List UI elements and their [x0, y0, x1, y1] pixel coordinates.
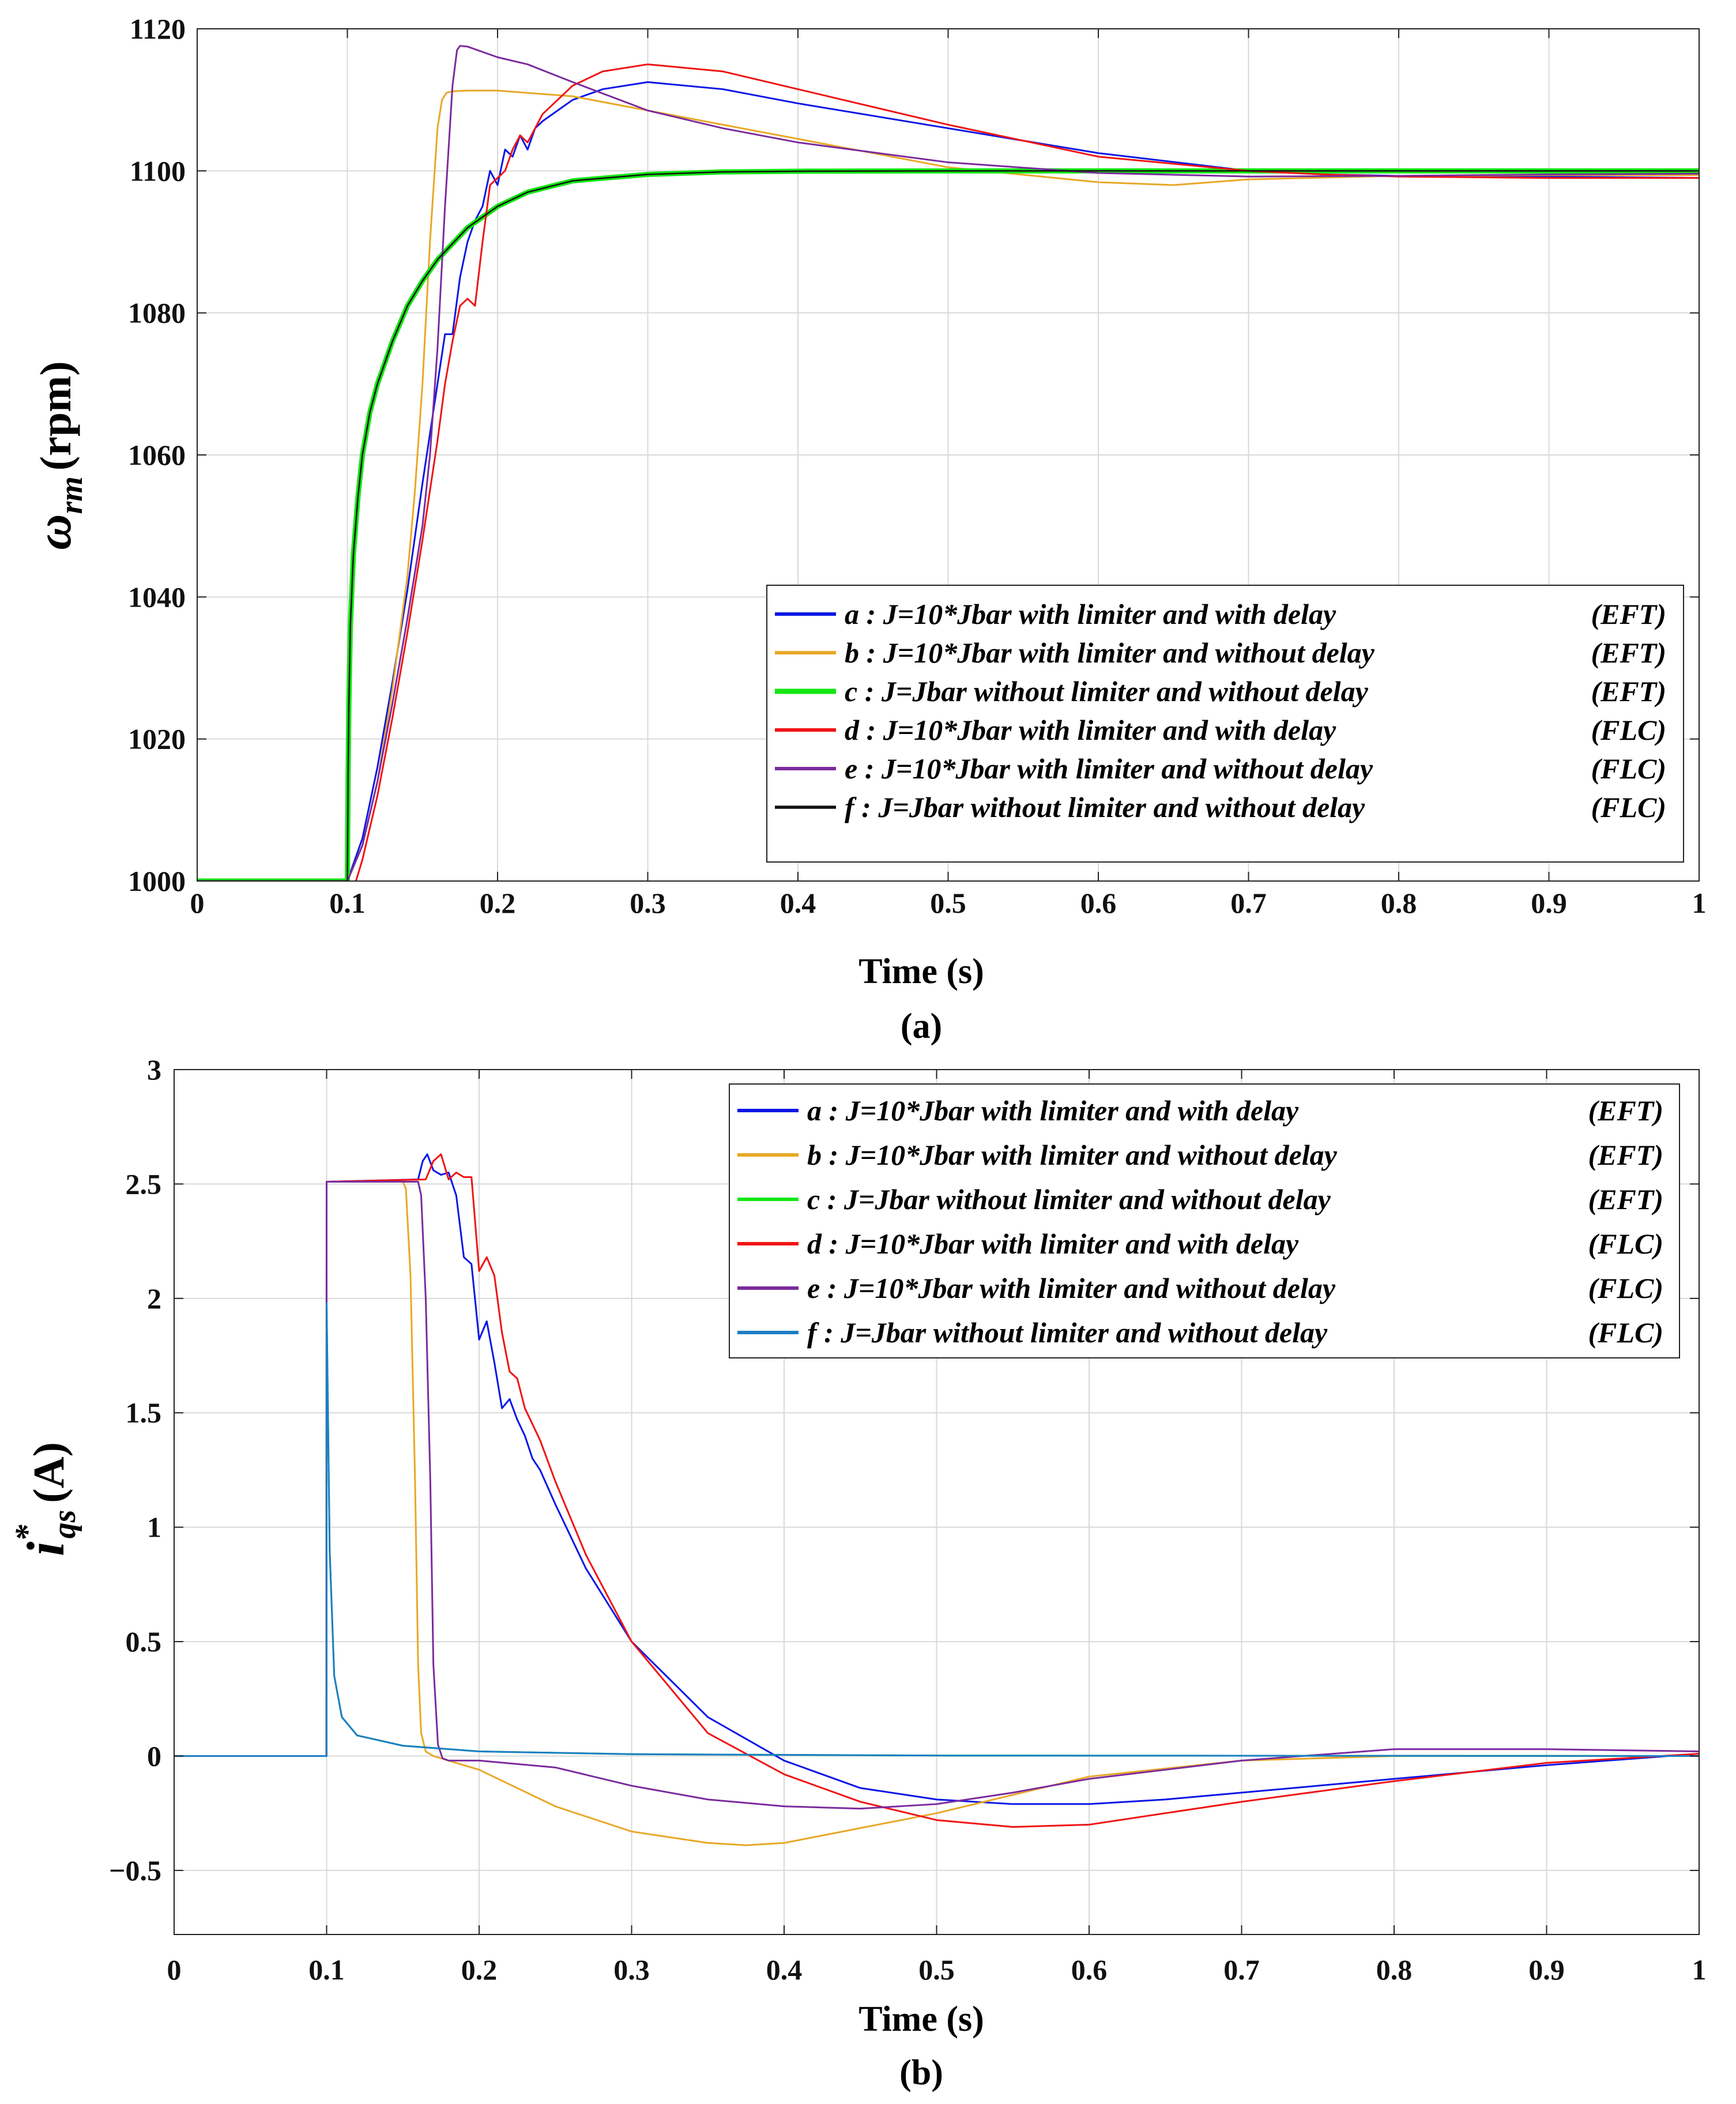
legend-label-f: f : J=Jbar without limiter and without d…	[807, 1316, 1328, 1349]
x-tick-label: 0.4	[780, 887, 816, 919]
series-line-d	[174, 1153, 1699, 1828]
x-tick-label: 0	[167, 1954, 182, 1986]
y-tick-label: 1060	[128, 439, 186, 471]
y-axis-subscript: rm	[54, 476, 89, 514]
legend-label-a: a : J=10*Jbar with limiter and with dela…	[807, 1094, 1299, 1127]
legend-rows: a : J=10*Jbar with limiter and with dela…	[775, 598, 1666, 823]
y-tick-label: 1000	[128, 865, 186, 897]
y-tick-label: 1040	[128, 581, 186, 613]
legend-tag-f: (FLC)	[1591, 791, 1666, 823]
x-tick-label: 0.7	[1223, 1954, 1260, 1986]
x-tick-label: 0.1	[329, 887, 366, 919]
y-tick-label: −0.5	[109, 1854, 161, 1887]
legend: a : J=10*Jbar with limiter and with dela…	[766, 585, 1684, 863]
legend: a : J=10*Jbar with limiter and with dela…	[729, 1083, 1680, 1358]
legend-box	[766, 585, 1684, 863]
x-tick-label: 0.4	[766, 1954, 803, 1986]
x-tick-label: 0	[190, 887, 205, 919]
x-tick-label: 0.9	[1531, 887, 1567, 919]
y-tick-label: 1.5	[126, 1397, 162, 1429]
legend-tag-c: (EFT)	[1588, 1183, 1663, 1215]
legend-label-b: b : J=10*Jbar with limiter and without d…	[845, 637, 1375, 669]
y-axis-unit: (A)	[25, 1442, 73, 1503]
y-tick-label: 1100	[130, 155, 186, 187]
x-axis-label: Time (s)	[858, 952, 984, 991]
legend-label-c: c : J=Jbar without limiter and without d…	[845, 675, 1369, 707]
legend-box	[729, 1083, 1680, 1358]
x-tick-label: 0.6	[1080, 887, 1117, 919]
legend-tag-f: (FLC)	[1588, 1316, 1663, 1349]
panel-a: 0 0.1 0.2 0.3 0.4 0.5 0.6 0.7 0.8 0.9 1 1000102010…	[26, 13, 1707, 1046]
series-line-f	[197, 170, 1699, 881]
x-tick-label: 0.9	[1528, 1954, 1565, 1986]
legend-tag-a: (EFT)	[1588, 1094, 1663, 1127]
series-line-e	[174, 1180, 1699, 1810]
x-tick-label: 0.7	[1230, 887, 1267, 919]
y-axis-superscript: *	[8, 1524, 46, 1541]
x-tick-label: 0.2	[480, 887, 516, 919]
y-tick-label: 1080	[128, 297, 186, 329]
series-line-d	[197, 63, 1699, 881]
panel-b: 0 0.1 0.2 0.3 0.4 0.5 0.6 0.7 0.8 0.9 1 −0.5 0 0.5 1 1…	[8, 1053, 1707, 2092]
y-axis-unit: (rpm)	[32, 361, 80, 471]
y-ticks: 1000 1020 1040 1060 1080 1100 1120	[128, 13, 1699, 897]
series-group	[174, 1153, 1699, 1846]
x-ticks: 0 0.1 0.2 0.3 0.4 0.5 0.6 0.7 0.8 0.9 1	[167, 1070, 1707, 1986]
legend-label-f: f : J=Jbar without limiter and without d…	[845, 791, 1365, 823]
x-tick-label: 0.8	[1381, 887, 1417, 919]
legend-tag-b: (EFT)	[1591, 637, 1666, 669]
y-axis-label: i*qs (A)	[8, 1442, 82, 1556]
series-line-a	[197, 81, 1699, 881]
y-tick-label: 1120	[130, 13, 186, 45]
y-tick-label: 1020	[128, 723, 186, 755]
legend-tag-b: (EFT)	[1588, 1139, 1663, 1171]
series-lines	[197, 45, 1699, 881]
y-ticks: −0.5 0 0.5 1 1.5 2 2.5 3	[109, 1053, 1699, 1887]
legend-tag-d: (FLC)	[1588, 1228, 1663, 1260]
legend-tag-e: (FLC)	[1591, 752, 1666, 785]
x-ticks: 0 0.1 0.2 0.3 0.4 0.5 0.6 0.7 0.8 0.9 1	[190, 29, 1707, 919]
legend-tag-e: (FLC)	[1588, 1272, 1663, 1304]
panel-label: (a)	[901, 1007, 942, 1046]
x-tick-label: 0.3	[613, 1954, 650, 1986]
series-line-f	[174, 1302, 1699, 1757]
y-axis-symbol: ω	[26, 514, 81, 550]
x-tick-label: 0.5	[930, 887, 966, 919]
x-tick-label: 0.5	[918, 1954, 955, 1986]
panel-label: (b)	[899, 2053, 943, 2092]
legend-label-d: d : J=10*Jbar with limiter and with dela…	[845, 714, 1336, 746]
y-tick-label: 2.5	[126, 1168, 162, 1200]
x-tick-label: 0.2	[461, 1954, 498, 1986]
y-axis-label: ωrm (rpm)	[26, 361, 89, 550]
legend-label-c: c : J=Jbar without limiter and without d…	[807, 1183, 1331, 1215]
y-axis-subscript: qs	[47, 1510, 82, 1539]
legend-label-d: d : J=10*Jbar with limiter and with dela…	[807, 1228, 1299, 1260]
y-tick-label: 0.5	[126, 1625, 162, 1658]
y-tick-label: 2	[147, 1282, 161, 1315]
legend-tag-a: (EFT)	[1591, 598, 1666, 630]
legend-rows: a : J=10*Jbar with limiter and with dela…	[737, 1094, 1663, 1349]
x-tick-label: 0.8	[1376, 1954, 1413, 1986]
x-tick-label: 0.6	[1071, 1954, 1108, 1986]
y-tick-label: 0	[147, 1740, 161, 1772]
x-axis-label: Time (s)	[858, 2000, 984, 2039]
y-tick-label: 3	[147, 1053, 161, 1086]
legend-label-a: a : J=10*Jbar with limiter and with dela…	[845, 598, 1336, 630]
x-tick-label: 1	[1692, 887, 1707, 919]
legend-label-b: b : J=10*Jbar with limiter and without d…	[807, 1139, 1338, 1171]
legend-tag-d: (FLC)	[1591, 714, 1666, 746]
legend-label-e: e : J=10*Jbar with limiter and without d…	[845, 752, 1373, 785]
series-group	[197, 45, 1699, 881]
x-tick-label: 1	[1692, 1954, 1707, 1986]
legend-label-e: e : J=10*Jbar with limiter and without d…	[807, 1272, 1336, 1304]
series-lines	[174, 1153, 1699, 1846]
x-tick-label: 0.3	[630, 887, 666, 919]
y-axis-symbol: i	[16, 1541, 75, 1556]
y-tick-label: 1	[147, 1511, 161, 1544]
legend-tag-c: (EFT)	[1591, 675, 1666, 707]
x-tick-label: 0.1	[308, 1954, 345, 1986]
